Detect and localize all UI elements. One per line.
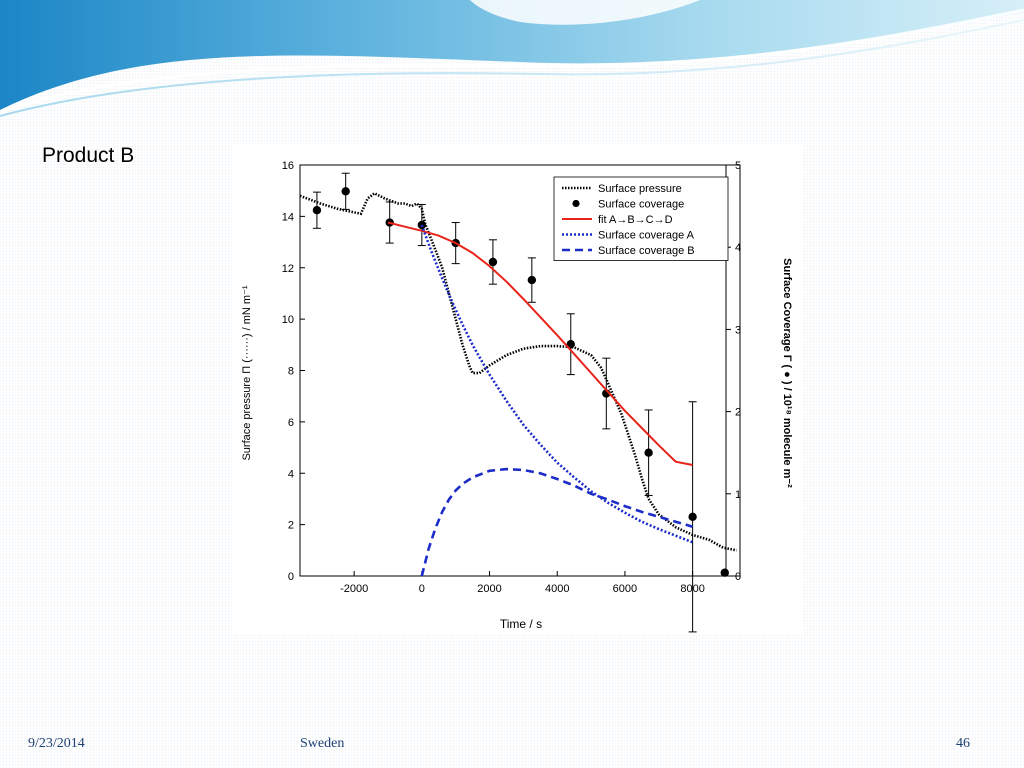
- chart-legend: Surface pressure Surface coverage fit A→B→…: [553, 176, 729, 261]
- x-tick-label: 2000: [477, 583, 501, 595]
- chart: -2000 0 2000 4000 6000 8000024681012141601234…: [241, 160, 793, 633]
- x-tick-label: 6000: [613, 583, 637, 595]
- chart-ylabel: Surface pressure Π (······) / mN m⁻¹: [241, 285, 253, 460]
- y-tick-label: 10: [282, 314, 294, 326]
- coverage-b-line: [420, 467, 693, 577]
- header-wave-decoration: [0, 0, 1024, 117]
- footer-location: Sweden: [300, 736, 345, 751]
- chart-panel: -2000 0 2000 4000 6000 8000 0 2 4 6 8 10 12 14 16 0 1 2 3 4…: [232, 145, 802, 635]
- y-tick-label: 16: [282, 160, 294, 172]
- legend-label: Surface pressure: [598, 183, 682, 195]
- y2-tick-label: 3: [735, 324, 741, 336]
- y-tick-label: 6: [288, 417, 294, 429]
- x-tick-label: 4000: [545, 583, 569, 595]
- y2-tick-label: 0: [735, 571, 741, 583]
- y-tick-label: 4: [288, 468, 294, 480]
- legend-marker: [572, 199, 580, 208]
- y2-tick-label: 5: [735, 160, 741, 172]
- x-tick-label: 0: [419, 583, 425, 595]
- y-tick-label: 0: [288, 571, 294, 583]
- coverage-point: [566, 339, 575, 349]
- legend-label: Surface coverage A: [598, 230, 695, 242]
- chart-y2label: Surface Coverage Γ ( ● ) / 10¹⁸ molecule…: [781, 258, 793, 488]
- coverage-point: [688, 512, 697, 522]
- footer-date: 9/23/2014: [28, 736, 85, 751]
- coverage-point: [341, 187, 350, 196]
- legend-label: Surface coverage: [598, 199, 684, 211]
- chart-plot-area: [299, 172, 737, 633]
- y-tick-label: 8: [288, 366, 294, 378]
- coverage-point: [527, 275, 537, 285]
- legend-label: Surface coverage B: [598, 245, 695, 257]
- y-tick-label: 12: [282, 263, 294, 275]
- x-tick-label: -2000: [340, 583, 368, 595]
- y-tick-label: 2: [288, 520, 294, 532]
- y-tick-label: 14: [282, 211, 294, 223]
- coverage-point: [312, 206, 322, 215]
- y2-tick-label: 2: [735, 407, 741, 419]
- y2-tick-label: 1: [735, 489, 741, 501]
- coverage-a-line: [420, 224, 694, 544]
- fit-line: [387, 221, 693, 466]
- coverage-point: [488, 257, 498, 267]
- coverage-point: [644, 448, 653, 457]
- legend-label: fit A→B→C→D: [598, 214, 673, 226]
- y2-tick-label: 4: [735, 242, 741, 254]
- footer-page-number: 46: [956, 736, 970, 751]
- chart-xlabel: Time / s: [500, 617, 542, 631]
- slide-title: Product B: [42, 144, 135, 167]
- coverage-point: [720, 568, 729, 577]
